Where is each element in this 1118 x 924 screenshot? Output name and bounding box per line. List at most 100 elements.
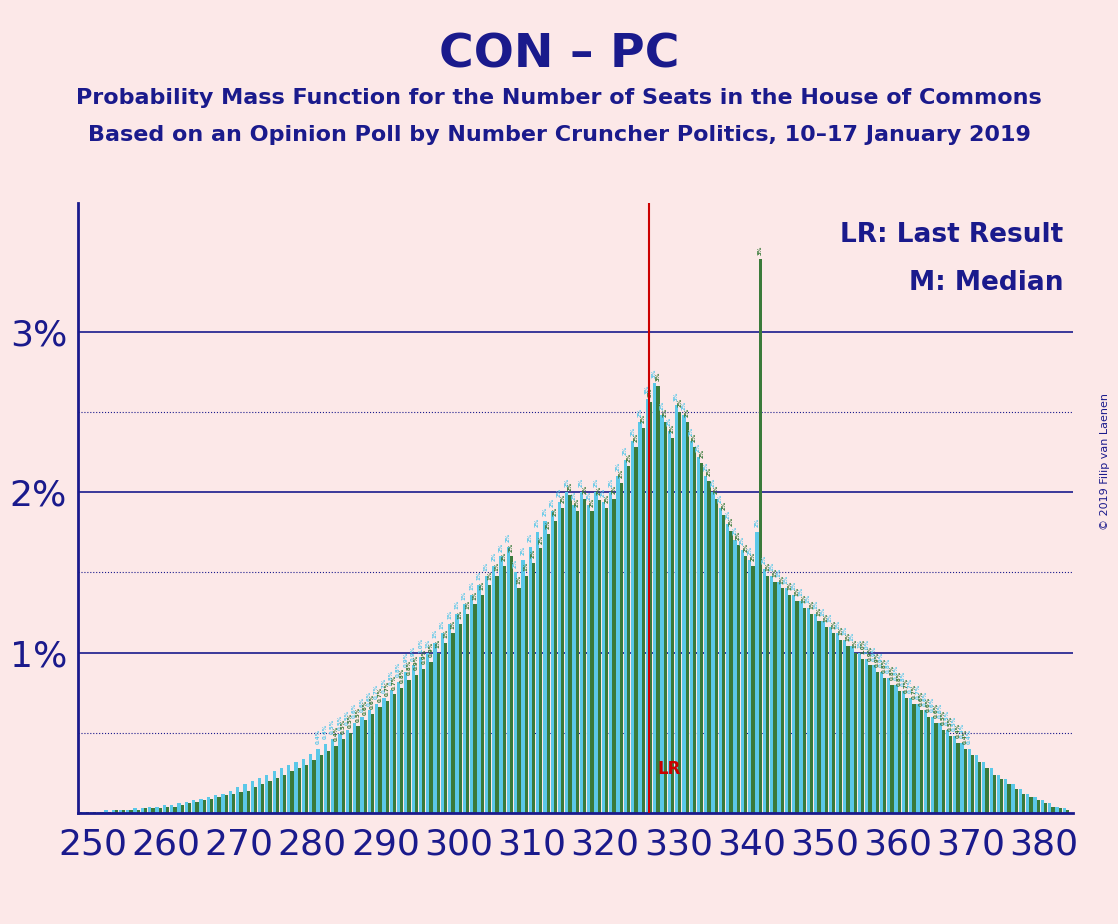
Bar — [1055, 807, 1059, 813]
Text: 1%: 1% — [439, 619, 445, 628]
Text: 1%: 1% — [447, 610, 453, 619]
Bar — [130, 810, 133, 813]
Bar — [661, 415, 664, 813]
Bar — [1063, 808, 1065, 813]
Bar — [978, 761, 982, 813]
Bar — [415, 675, 418, 813]
Text: 2%: 2% — [631, 427, 635, 436]
Bar — [485, 576, 487, 813]
Bar — [280, 768, 283, 813]
Bar — [714, 499, 718, 813]
Bar — [770, 576, 774, 813]
Text: 1%: 1% — [436, 638, 440, 648]
Text: 0.9%: 0.9% — [868, 645, 872, 661]
Bar — [210, 798, 214, 813]
Text: 0.8%: 0.8% — [893, 664, 899, 680]
Bar — [568, 495, 571, 813]
Bar — [1022, 794, 1025, 813]
Text: 0.8%: 0.8% — [890, 664, 894, 680]
Text: 1%: 1% — [842, 626, 847, 635]
Bar — [970, 755, 974, 813]
Bar — [392, 694, 396, 813]
Bar — [711, 492, 714, 813]
Bar — [572, 505, 576, 813]
Text: 2%: 2% — [546, 520, 551, 529]
Bar — [890, 685, 893, 813]
Text: 2%: 2% — [560, 494, 566, 504]
Bar — [931, 717, 935, 813]
Text: M: Median: M: Median — [909, 271, 1063, 297]
Bar — [953, 736, 956, 813]
Bar — [297, 768, 301, 813]
Text: 0.7%: 0.7% — [908, 677, 913, 693]
Text: 0.5%: 0.5% — [940, 710, 946, 724]
Text: 2%: 2% — [626, 453, 632, 462]
Bar — [324, 744, 326, 813]
Text: 2%: 2% — [747, 545, 752, 554]
Bar — [766, 576, 769, 813]
Text: 2%: 2% — [660, 401, 664, 410]
Text: 0.7%: 0.7% — [375, 684, 379, 699]
Text: 2%: 2% — [528, 532, 532, 541]
Bar — [360, 717, 363, 813]
Text: 1%: 1% — [798, 588, 804, 597]
Bar — [751, 566, 755, 813]
Bar — [331, 739, 334, 813]
Bar — [817, 621, 821, 813]
Bar — [342, 739, 345, 813]
Text: 2%: 2% — [505, 532, 511, 541]
Bar — [809, 614, 813, 813]
Bar — [148, 807, 151, 813]
Bar — [89, 811, 93, 813]
Bar — [920, 711, 923, 813]
Text: 2%: 2% — [619, 468, 624, 478]
Bar — [904, 698, 908, 813]
Text: 2%: 2% — [542, 507, 548, 517]
Bar — [357, 726, 360, 813]
Bar — [722, 515, 726, 813]
Bar — [814, 614, 817, 813]
Text: 0.5%: 0.5% — [330, 719, 335, 735]
Bar — [170, 805, 173, 813]
Text: 2%: 2% — [520, 545, 525, 554]
Text: 0.5%: 0.5% — [338, 714, 342, 730]
Text: 1%: 1% — [487, 571, 492, 580]
Text: 1%: 1% — [470, 581, 474, 590]
Text: 0.6%: 0.6% — [367, 690, 372, 706]
Text: 1%: 1% — [784, 575, 789, 584]
Bar — [983, 761, 985, 813]
Bar — [675, 406, 679, 813]
Text: 1%: 1% — [779, 575, 785, 584]
Bar — [667, 432, 671, 813]
Bar — [309, 754, 312, 813]
Text: 1%: 1% — [480, 581, 485, 590]
Bar — [609, 492, 613, 813]
Text: 1%: 1% — [455, 600, 459, 609]
Text: 0.8%: 0.8% — [901, 671, 906, 687]
Text: 2%: 2% — [678, 398, 682, 407]
Bar — [287, 765, 291, 813]
Text: 2%: 2% — [594, 478, 598, 487]
Bar — [239, 792, 243, 813]
Bar — [93, 811, 96, 813]
Bar — [437, 652, 440, 813]
Bar — [141, 808, 144, 813]
Text: 0.8%: 0.8% — [882, 658, 888, 674]
Text: 0.5%: 0.5% — [341, 719, 345, 735]
Bar — [682, 415, 685, 813]
Bar — [539, 548, 542, 813]
Bar — [302, 759, 305, 813]
Text: 1%: 1% — [451, 619, 455, 628]
Text: 0.4%: 0.4% — [963, 729, 968, 744]
Text: 2%: 2% — [491, 552, 496, 561]
Text: 1%: 1% — [845, 632, 851, 641]
Text: 1%: 1% — [813, 600, 818, 609]
Text: 1%: 1% — [795, 588, 799, 597]
Text: 1%: 1% — [494, 562, 500, 571]
Text: 0.7%: 0.7% — [381, 677, 387, 693]
Text: 2%: 2% — [557, 488, 562, 497]
Bar — [985, 768, 988, 813]
Text: 1%: 1% — [523, 562, 529, 571]
Text: 1%: 1% — [769, 562, 774, 571]
Text: 2%: 2% — [692, 433, 697, 443]
